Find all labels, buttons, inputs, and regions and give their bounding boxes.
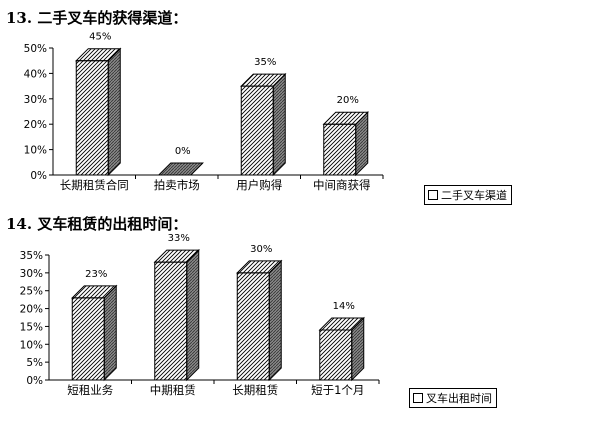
bar [323, 123, 357, 176]
bar-side [103, 284, 117, 382]
data-label: 14% [333, 301, 355, 312]
data-label: 20% [337, 95, 359, 106]
x-tick-label: 短于1个月 [311, 383, 364, 397]
x-tick-label: 长期租赁合同 [60, 178, 129, 192]
chart1-legend-label: 二手叉车渠道 [441, 189, 507, 202]
y-tick-label: 20% [20, 304, 43, 316]
y-tick-label: 20% [24, 119, 47, 131]
y-tick-label: 35% [20, 250, 43, 262]
bar [154, 261, 188, 381]
y-tick-label: 10% [24, 145, 47, 157]
y-tick-label: 10% [20, 339, 43, 351]
bar-top [157, 162, 204, 176]
y-tick-label: 30% [20, 268, 43, 280]
chart2-title: 14. 叉车租赁的出租时间： [6, 215, 188, 233]
bar [75, 60, 109, 176]
data-label: 23% [85, 269, 107, 280]
y-tick-label: 0% [30, 170, 47, 182]
x-tick-label: 中间商获得 [313, 178, 371, 192]
legend-swatch-icon [413, 393, 423, 403]
bar [240, 85, 274, 176]
data-label: 30% [250, 244, 272, 255]
y-tick-label: 15% [20, 321, 43, 333]
y-tick-label: 40% [24, 68, 47, 80]
x-tick-label: 拍卖市场 [154, 178, 200, 192]
bar [319, 329, 353, 381]
chart2-legend: 叉车出租时间 [409, 388, 497, 408]
bar-side [186, 248, 200, 382]
y-tick-label: 25% [20, 286, 43, 298]
y-tick-label: 5% [26, 357, 43, 369]
bar [236, 272, 270, 381]
chart1-title: 13. 二手叉车的获得渠道： [6, 9, 188, 27]
bar-side [268, 259, 282, 382]
data-label: 45% [89, 32, 111, 43]
bar [71, 297, 105, 381]
chart1-plot: 0% 10% 20% 30% 40% 50% 45% 长期租赁合同 0% 拍卖市场 35% 用户购得 2… [24, 32, 384, 192]
x-tick-label: 用户购得 [236, 178, 282, 192]
legend-swatch-icon [428, 190, 438, 200]
x-tick-label: 中期租赁 [150, 383, 196, 397]
y-tick-label: 30% [24, 94, 47, 106]
data-label: 33% [168, 233, 190, 244]
data-label: 0% [175, 146, 191, 157]
y-tick-label: 0% [26, 375, 43, 387]
chart2-legend-label: 叉车出租时间 [426, 392, 492, 405]
y-tick-label: 50% [24, 43, 47, 55]
x-tick-label: 短租业务 [67, 383, 113, 397]
data-label: 35% [254, 57, 276, 68]
chart1-legend: 二手叉车渠道 [424, 185, 512, 205]
x-tick-label: 长期租赁 [232, 383, 278, 397]
